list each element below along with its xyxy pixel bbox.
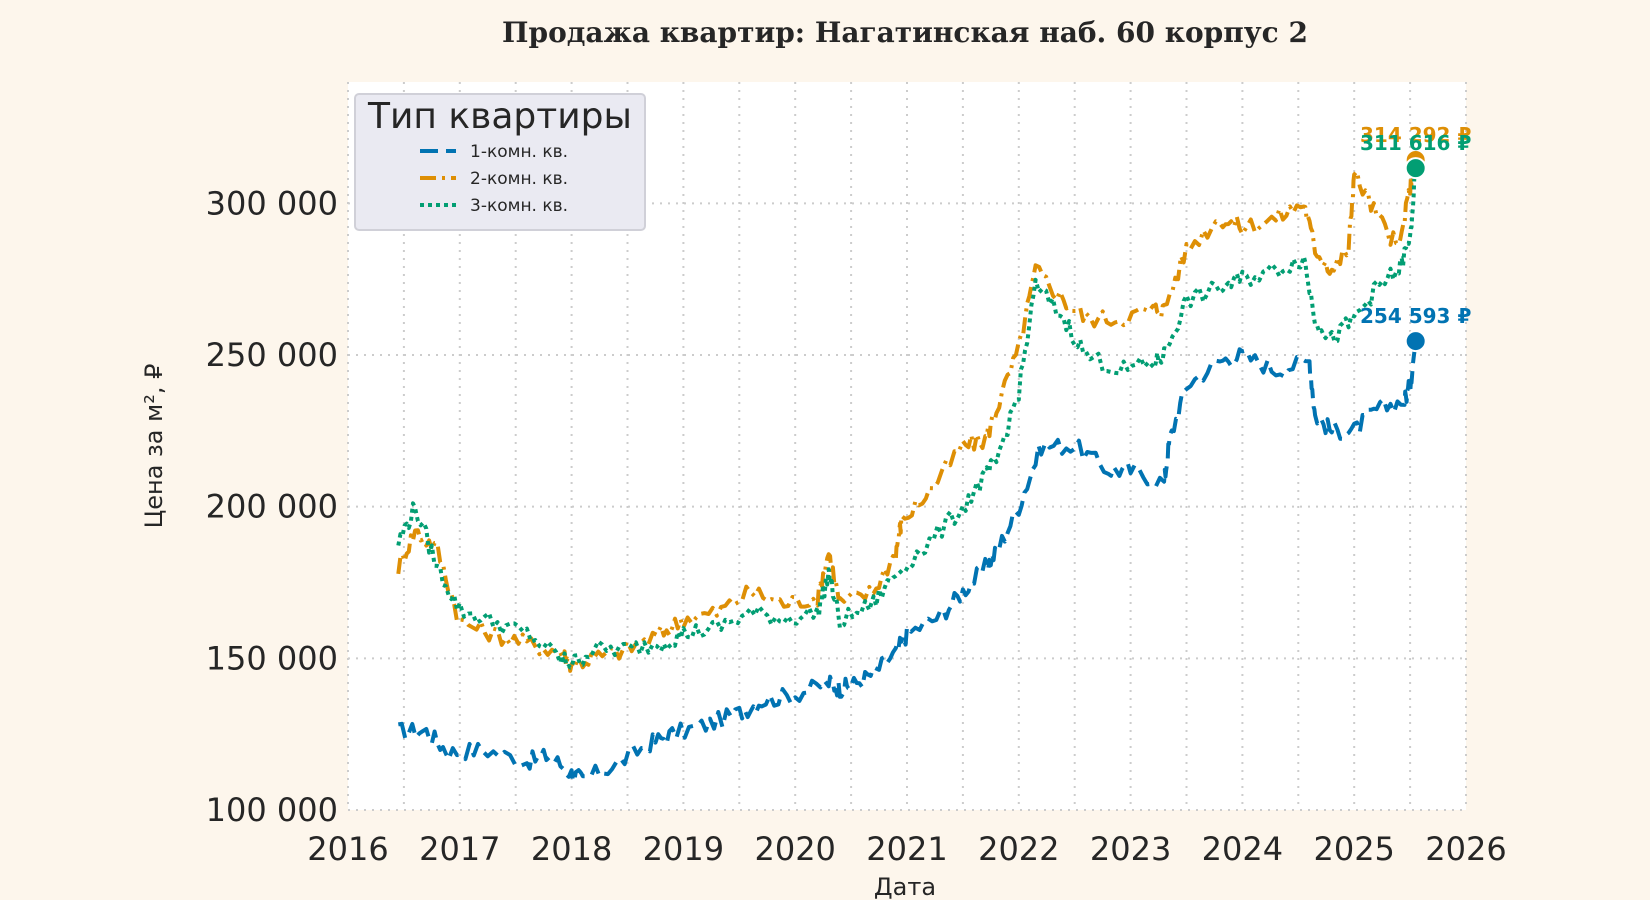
chart-title: Продажа квартир: Нагатинская наб. 60 кор… <box>502 16 1308 49</box>
series-layer <box>396 157 1418 784</box>
y-tick-label: 300 000 <box>206 184 338 222</box>
legend-entries: 1-комн. кв. 2-комн. кв. 3-комн. кв. <box>420 142 568 216</box>
legend: Тип квартиры 1-комн. кв. 2-комн. кв. 3-ком… <box>354 93 646 231</box>
y-tick-label: 200 000 <box>206 488 338 526</box>
series-end-label-1: 254 593 ₽ <box>1360 304 1471 328</box>
series-end-point-1 <box>1404 330 1427 353</box>
x-tick-label: 2016 <box>307 830 388 868</box>
end-markers: 254 593 ₽ 314 292 ₽311 616 ₽ <box>1360 123 1471 353</box>
x-tick-label: 2026 <box>1425 830 1506 868</box>
legend-label-2: 2-комн. кв. <box>470 169 568 189</box>
y-axis: 100 000 150 000 200 000 250 000 300 000 <box>206 184 338 829</box>
legend-title: Тип квартиры <box>367 96 632 137</box>
y-tick-label: 150 000 <box>206 639 338 677</box>
x-tick-label: 2023 <box>1090 830 1171 868</box>
legend-label-1: 1-комн. кв. <box>470 142 568 162</box>
x-tick-label: 2022 <box>978 830 1059 868</box>
legend-box <box>354 93 646 231</box>
x-tick-label: 2018 <box>531 830 612 868</box>
x-tick-label: 2020 <box>754 830 835 868</box>
series-line-2 <box>396 157 1418 673</box>
series-end-label-2: 314 292 ₽ <box>1360 123 1471 147</box>
x-tick-label: 2019 <box>643 830 724 868</box>
y-tick-label: 100 000 <box>206 791 338 829</box>
legend-label-3: 3-комн. кв. <box>470 196 568 216</box>
x-tick-label: 2021 <box>866 830 947 868</box>
x-axis: 2016 2017 2018 2019 2020 2021 2022 2023 2024 2025… <box>307 830 1506 868</box>
series-end-point-3 <box>1404 157 1427 180</box>
series-end-label-3: 311 616 ₽ <box>1360 131 1471 155</box>
x-axis-label: Дата <box>874 873 936 900</box>
x-tick-label: 2017 <box>419 830 500 868</box>
y-tick-label: 250 000 <box>206 336 338 374</box>
x-tick-label: 2024 <box>1202 830 1283 868</box>
y-axis-label: Цена за м², ₽ <box>140 364 168 529</box>
x-tick-label: 2025 <box>1313 830 1394 868</box>
